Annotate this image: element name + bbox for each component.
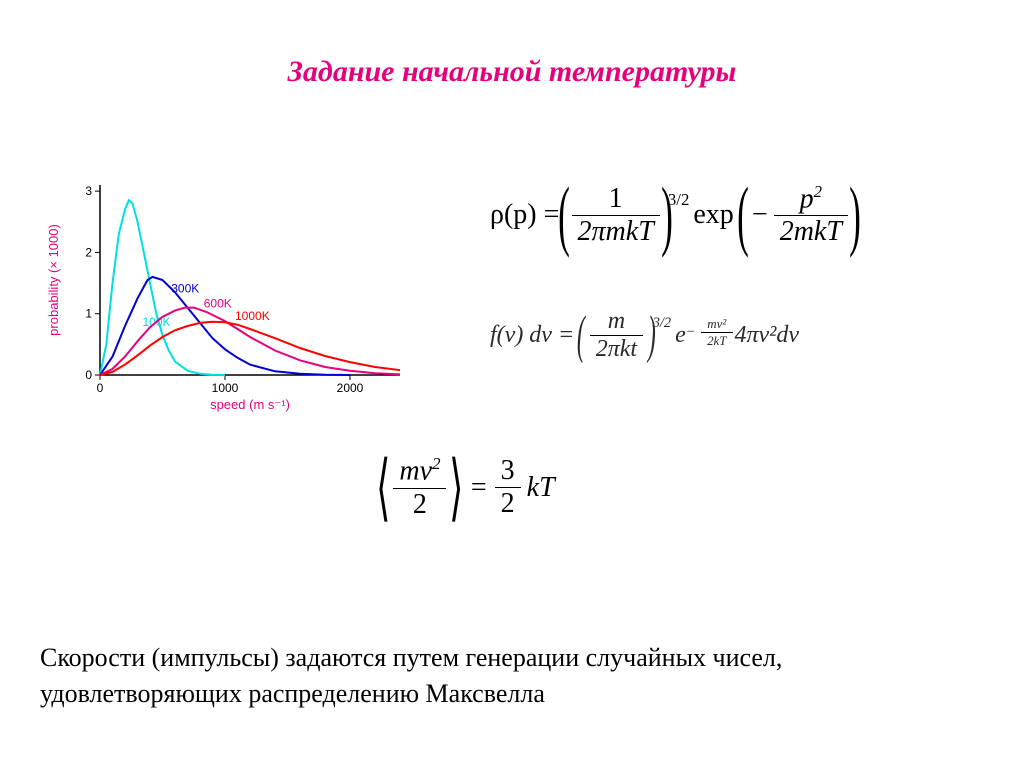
f1-minus: − [752, 199, 768, 231]
svg-text:0: 0 [97, 381, 104, 395]
svg-text:600K: 600K [204, 297, 232, 311]
formula-rho-p: ρ(p) = ( 1 2πmkT ) 3/2 exp ( − p2 2mkT ) [490, 170, 860, 260]
f1-exp-label: exp [693, 199, 733, 231]
svg-text:probability (× 1000): probability (× 1000) [46, 224, 61, 336]
svg-text:2000: 2000 [337, 381, 364, 395]
svg-text:300K: 300K [171, 281, 199, 295]
page-title: Задание начальной температуры [0, 55, 1024, 89]
paren-open-icon: ( [559, 170, 571, 260]
maxwell-chart: 0 1000 2000 0 1 2 3 speed (m s⁻¹) probability (×… [40, 175, 420, 425]
svg-text:1000K: 1000K [235, 309, 270, 323]
f3-eq: = [471, 472, 487, 504]
paren-close2-icon: ) [849, 170, 861, 260]
paren-open3-icon: ( [577, 305, 585, 365]
svg-text:1: 1 [85, 307, 92, 321]
f2-tail: 4πv²dv [735, 322, 800, 349]
svg-text:speed (m s⁻¹): speed (m s⁻¹) [210, 397, 290, 412]
formula-f-v: f(v) dv = ( m 2πkt ) 3/2 e − mv² 2kT 4πv… [490, 305, 799, 365]
f1-frac1: 1 2πmkT [572, 183, 660, 248]
f1-lhs: ρ(p) = [490, 199, 559, 231]
svg-text:3: 3 [85, 184, 92, 198]
svg-text:1000: 1000 [212, 381, 239, 395]
formula-kinetic: ⟨ mv2 2 ⟩ = 3 2 kT [375, 445, 555, 530]
f2-lhs: f(v) dv = [490, 322, 574, 349]
svg-text:2: 2 [85, 245, 92, 259]
angle-open-icon: ⟨ [376, 445, 390, 530]
paren-close3-icon: ) [648, 305, 656, 365]
paren-open2-icon: ( [737, 170, 749, 260]
paren-close-icon: ) [661, 170, 673, 260]
angle-close-icon: ⟩ [450, 445, 464, 530]
f3-tail: kT [527, 472, 555, 504]
svg-text:0: 0 [85, 368, 92, 382]
footer-text: Скорости (импульсы) задаются путем генер… [40, 640, 980, 713]
f1-frac2: p2 2mkT [774, 182, 848, 248]
